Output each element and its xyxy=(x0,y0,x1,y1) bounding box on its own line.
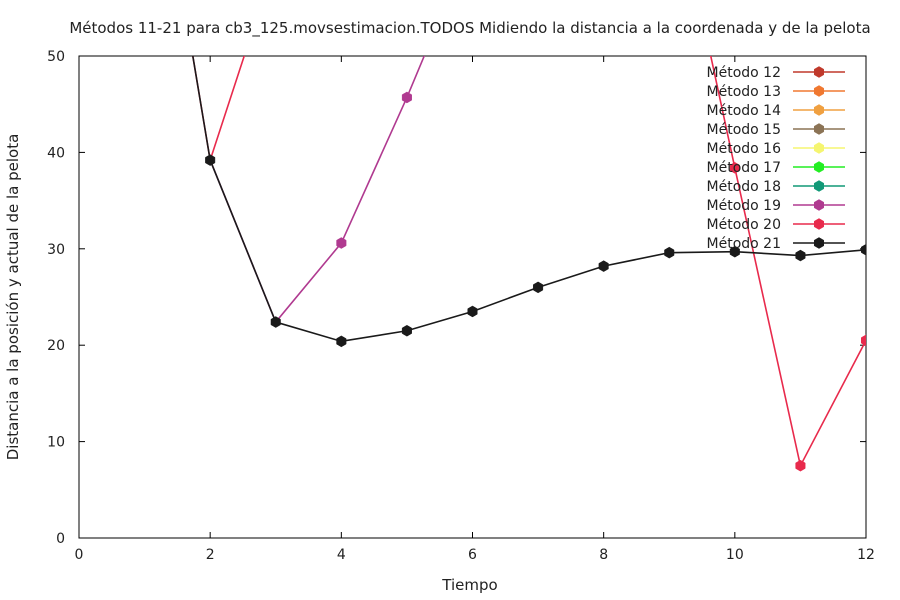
y-tick-label: 10 xyxy=(47,435,65,451)
legend: Método 12 Método 13 Método 14 Método 15 Méto… xyxy=(707,65,845,252)
legend-label: Método 16 xyxy=(707,141,782,157)
legend-label: Método 18 xyxy=(707,179,781,195)
legend-label: Método 13 xyxy=(707,84,781,100)
legend-swatch-marker xyxy=(813,85,825,97)
y-tick-label: 50 xyxy=(47,49,65,65)
y-axis-label: Distancia a la posición y actual de la p… xyxy=(4,134,22,461)
data-point xyxy=(795,459,806,472)
legend-swatch-marker xyxy=(813,237,825,249)
data-point xyxy=(336,237,347,249)
data-point xyxy=(860,243,866,256)
y-tick-label: 20 xyxy=(47,338,65,354)
data-point xyxy=(533,281,544,294)
x-tick-label: 0 xyxy=(75,547,84,563)
data-point xyxy=(401,324,412,337)
data-point xyxy=(729,162,740,174)
data-point xyxy=(795,249,806,262)
data-point xyxy=(598,260,609,272)
data-point xyxy=(467,305,478,318)
legend-label: Método 17 xyxy=(707,160,781,176)
data-point xyxy=(401,91,412,104)
x-tick-label: 10 xyxy=(726,547,744,563)
legend-label: Método 19 xyxy=(707,198,781,214)
x-axis-label: Tiempo xyxy=(441,576,497,594)
x-axis: 0 2 4 6 8 10 12 xyxy=(75,56,875,563)
data-point xyxy=(270,316,281,328)
series-metodo-21 xyxy=(191,56,866,348)
y-axis: 0 10 20 30 40 50 xyxy=(47,49,866,547)
legend-swatch-marker xyxy=(813,123,825,135)
legend-label: Método 20 xyxy=(707,217,781,233)
data-point xyxy=(860,334,866,347)
legend-label: Método 15 xyxy=(707,122,781,138)
legend-swatch-marker xyxy=(813,142,825,154)
legend-swatch-marker xyxy=(813,199,825,211)
legend-label: Método 21 xyxy=(707,236,781,252)
y-tick-label: 30 xyxy=(47,242,65,258)
x-tick-label: 4 xyxy=(337,547,346,563)
legend-swatch-marker xyxy=(813,180,825,192)
data-point xyxy=(664,246,675,259)
series-line xyxy=(191,56,866,343)
x-tick-label: 6 xyxy=(468,547,477,563)
legend-swatch-marker xyxy=(813,218,825,230)
y-tick-label: 0 xyxy=(56,531,65,547)
legend-swatch-marker xyxy=(813,66,825,78)
data-point xyxy=(336,335,347,348)
x-tick-label: 8 xyxy=(599,547,608,563)
series-metodo-19 xyxy=(209,56,426,324)
y-tick-label: 40 xyxy=(47,145,65,161)
data-point xyxy=(729,245,740,258)
legend-swatch-marker xyxy=(813,161,825,173)
series-layer xyxy=(191,56,866,472)
chart-title: Métodos 11-21 para cb3_125.movsestimacio… xyxy=(69,19,870,38)
x-tick-label: 12 xyxy=(857,547,875,563)
legend-label: Método 12 xyxy=(707,65,781,81)
series-line xyxy=(209,56,426,324)
data-point xyxy=(205,154,216,166)
x-tick-label: 2 xyxy=(206,547,215,563)
legend-swatch-marker xyxy=(813,104,825,116)
legend-label: Método 14 xyxy=(707,103,782,119)
